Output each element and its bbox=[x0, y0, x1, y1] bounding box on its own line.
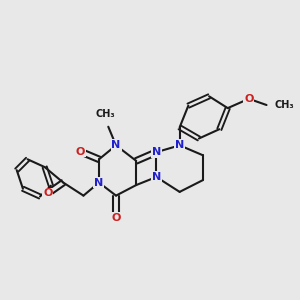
Text: O: O bbox=[111, 213, 121, 223]
Text: CH₃: CH₃ bbox=[274, 100, 294, 110]
Text: N: N bbox=[152, 172, 161, 182]
Text: O: O bbox=[244, 94, 254, 104]
Text: O: O bbox=[43, 188, 52, 198]
Text: N: N bbox=[94, 178, 104, 188]
Text: N: N bbox=[152, 147, 161, 157]
Text: O: O bbox=[76, 147, 85, 157]
Text: N: N bbox=[111, 140, 121, 150]
Text: N: N bbox=[175, 140, 184, 150]
Text: CH₃: CH₃ bbox=[95, 109, 115, 119]
